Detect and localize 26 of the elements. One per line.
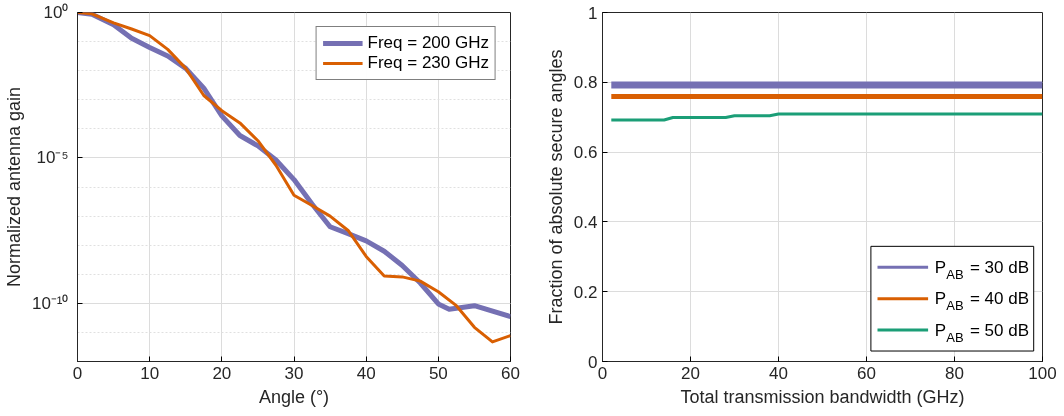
x-tick-label: 50 xyxy=(428,363,448,383)
y-tick-label: 0.2 xyxy=(573,282,598,302)
legend-label: Freq = 200 GHz xyxy=(367,33,489,53)
x-tick-label: 60 xyxy=(857,363,876,383)
x-tick-label: 100 xyxy=(1028,363,1057,383)
legend-label: Freq = 230 GHz xyxy=(367,53,489,73)
x-tick-label: 80 xyxy=(945,363,964,383)
x-tick-label: 60 xyxy=(501,363,520,383)
y-tick-label: 10⁰ xyxy=(43,3,69,22)
x-tick-label: 0 xyxy=(72,363,83,383)
y-axis-title: Fraction of absolute secure angles xyxy=(545,49,566,325)
y-tick-label: 0.4 xyxy=(573,212,598,232)
x-tick-label: 10 xyxy=(140,363,160,383)
x-axis-title: Angle (°) xyxy=(258,386,330,407)
y-tick-label: 10⁻⁵ xyxy=(36,148,69,168)
x-tick-label: 20 xyxy=(212,363,232,383)
y-tick-label: 1 xyxy=(588,3,598,23)
y-tick-label: 0.8 xyxy=(573,73,598,93)
y-axis-title: Normalized antenna gain xyxy=(3,86,24,288)
y-tick-label: 0.6 xyxy=(573,143,598,163)
x-axis-title: Total transmission bandwidth (GHz) xyxy=(680,386,965,407)
x-tick-label: 20 xyxy=(681,363,700,383)
x-tick-label: 40 xyxy=(769,363,788,383)
x-tick-label: 30 xyxy=(284,363,304,383)
y-tick-label: 10⁻¹⁰ xyxy=(31,293,69,313)
x-tick-label: 40 xyxy=(356,363,376,383)
